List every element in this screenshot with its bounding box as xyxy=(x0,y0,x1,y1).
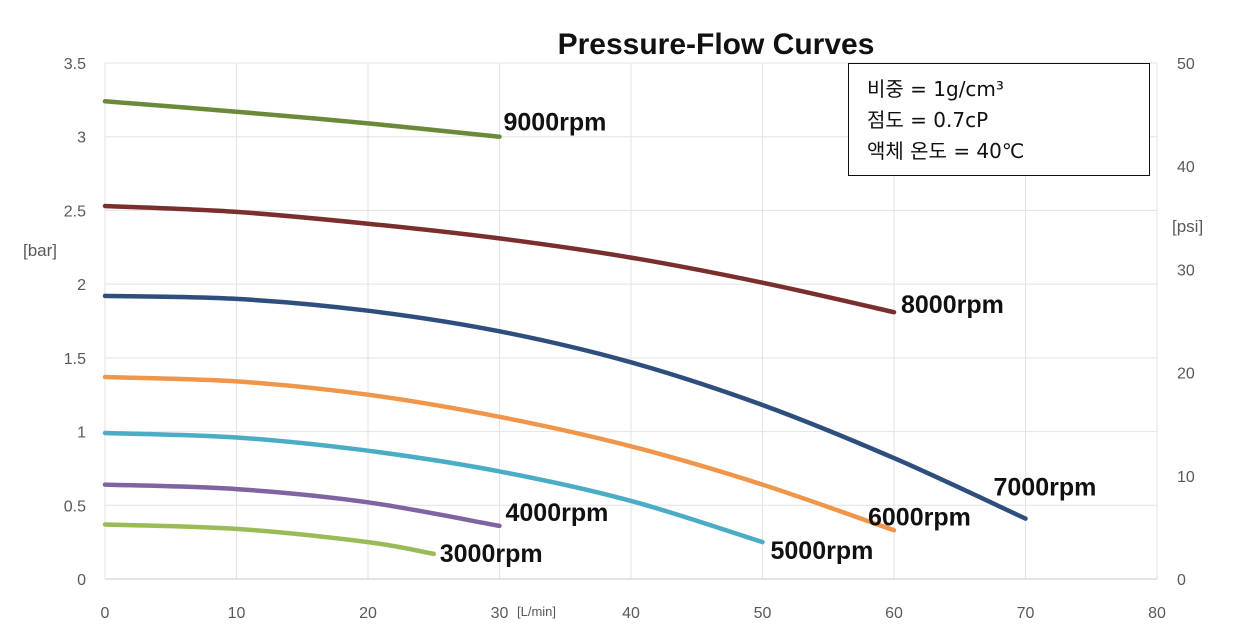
x-tick-label: 40 xyxy=(622,605,640,622)
y2-tick-label: 30 xyxy=(1177,262,1195,279)
x-tick-label: 70 xyxy=(1017,605,1035,622)
y2-tick-label: 10 xyxy=(1177,469,1195,486)
y2-tick-label: 0 xyxy=(1177,572,1186,589)
chart-title: Pressure-Flow Curves xyxy=(558,28,875,61)
x-tick-label: 10 xyxy=(228,605,246,622)
series-labels: 9000rpm 8000rpm 7000rpm 6000rpm 5000rpm 4000r… xyxy=(440,109,1097,568)
x-tick-label: 20 xyxy=(359,605,377,622)
y-tick-label: 1.5 xyxy=(64,351,86,368)
y-tick-label: 3 xyxy=(77,130,86,147)
series-label-5000rpm: 5000rpm xyxy=(771,537,874,565)
fluid-properties-box: 비중 = 1g/cm³ 점도 = 0.7cP 액체 온도 = 40℃ xyxy=(848,63,1150,176)
x-tick-label: 50 xyxy=(754,605,772,622)
series-label-3000rpm: 3000rpm xyxy=(440,540,543,568)
series-line-5000rpm xyxy=(102,430,765,545)
x-axis-label: [L/min] xyxy=(517,604,556,619)
axes: 0 10 20 30 40 50 60 70 80 0 0.5 1 1.5 2 2.5 3 3.5 0 10 20 30… xyxy=(64,56,1195,622)
series-line-9000rpm xyxy=(102,99,502,139)
series-label-6000rpm: 6000rpm xyxy=(868,503,971,531)
specific-gravity-text: 비중 = 1g/cm³ xyxy=(867,77,1004,101)
series-line-7000rpm xyxy=(102,293,1028,521)
series-lines xyxy=(102,99,1028,557)
series-line-6000rpm xyxy=(102,374,897,533)
series-label-4000rpm: 4000rpm xyxy=(506,499,609,527)
series-label-7000rpm: 7000rpm xyxy=(994,474,1097,502)
x-tick-label: 80 xyxy=(1148,605,1166,622)
series-line-8000rpm xyxy=(102,203,897,315)
y2-axis-label: [psi] xyxy=(1172,217,1203,236)
y-tick-label: 0 xyxy=(77,572,86,589)
series-label-8000rpm: 8000rpm xyxy=(901,291,1004,319)
y-tick-label: 0.5 xyxy=(64,498,86,515)
x-tick-label: 30 xyxy=(491,605,509,622)
y2-tick-label: 40 xyxy=(1177,159,1195,176)
series-line-4000rpm xyxy=(102,482,502,529)
y-axis-label: [bar] xyxy=(23,241,57,260)
series-line-3000rpm xyxy=(102,522,437,557)
y2-tick-label: 50 xyxy=(1177,56,1195,73)
y-tick-label: 3.5 xyxy=(64,56,86,73)
y2-tick-label: 20 xyxy=(1177,366,1195,383)
y-tick-label: 2 xyxy=(77,277,86,294)
y-tick-label: 1 xyxy=(77,425,86,442)
series-label-9000rpm: 9000rpm xyxy=(504,109,607,137)
liquid-temperature-text: 액체 온도 = 40℃ xyxy=(867,139,1025,163)
x-tick-label: 60 xyxy=(885,605,903,622)
viscosity-text: 점도 = 0.7cP xyxy=(867,108,989,132)
y-tick-label: 2.5 xyxy=(64,203,86,220)
x-tick-label: 0 xyxy=(101,605,110,622)
